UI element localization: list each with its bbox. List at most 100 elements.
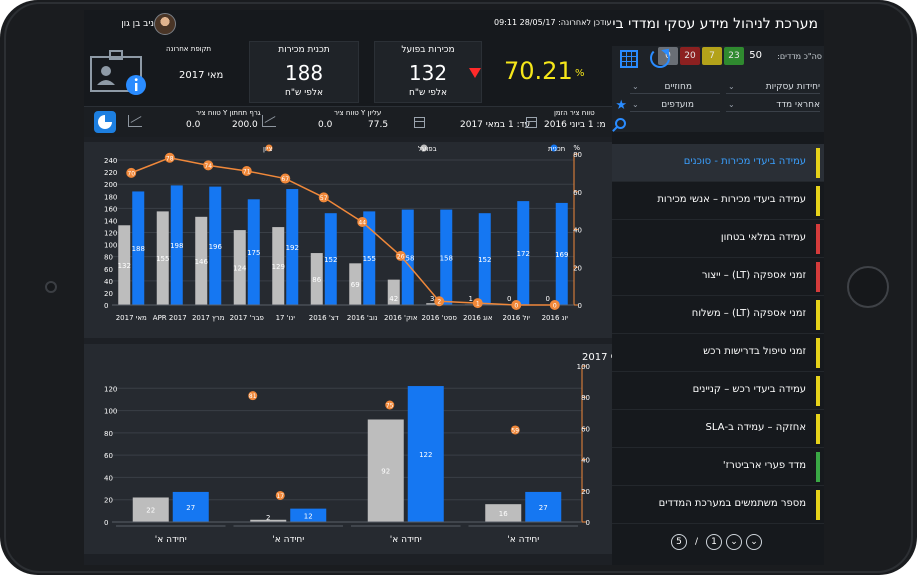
favorites-dropdown[interactable]: מועדפים ⌄ [630, 98, 720, 112]
page-total[interactable]: 5 [670, 534, 687, 550]
score-value-label: 81 [249, 393, 257, 400]
plan-value-label: 122 [419, 451, 432, 459]
time-range-to[interactable]: עד: 1 במאי 2017 [460, 120, 531, 130]
chevron-down-icon[interactable]: ⌄ [726, 534, 742, 550]
status-stripe [816, 338, 820, 368]
actual-value-label: 2 [266, 514, 270, 522]
legend-label: תכנית [548, 145, 565, 153]
menu-item[interactable]: זמני טיפול בדרישות רכש [612, 334, 824, 372]
y-tick-label: 0 [104, 519, 108, 527]
indicators-total-label: סה"כ מדדים: [777, 52, 822, 61]
actual-value-label: 0 [546, 295, 550, 303]
status-badge[interactable]: 20 [680, 47, 700, 65]
time-range-from[interactable]: מ: 1 ביוני 2016 [544, 120, 606, 130]
y-tick-label: 160 [104, 205, 117, 213]
menu-item[interactable]: מספר משתמשים במערכת המדדים [612, 486, 824, 524]
line-chart-icon[interactable] [128, 115, 142, 127]
status-badge[interactable]: 7 [702, 47, 722, 65]
score-value-label: 71 [243, 168, 251, 175]
x-tick-label: יחידה א' [390, 535, 422, 545]
y-upper-max[interactable]: 77.5 [368, 120, 389, 130]
status-badge[interactable]: 23 [724, 47, 744, 65]
actual-value-label: 16 [499, 510, 508, 518]
plan-bar [209, 186, 222, 305]
menu-item[interactable]: עמידה ביעדי מכירות – אנשי מכירות [612, 182, 824, 220]
user-name: ניב בן גון [121, 19, 154, 29]
score-value-label: 78 [166, 155, 174, 162]
responsible-dropdown[interactable]: אחראי מדד ⌄ [726, 98, 820, 112]
app-title: מערכת לניהול מידע עסקי ומדדי ביצוע [591, 16, 818, 32]
menu-item-label: עמידה ביעדי מכירות – אנשי מכירות [657, 194, 806, 205]
indicators-menu: עמידה ביעדי מכירות - סוכנים עמידה ביעדי מ… [612, 144, 824, 524]
menu-item[interactable]: עמידה במלאי בטחון [612, 220, 824, 258]
y-tick-label: 120 [104, 385, 117, 393]
y-tick-label: 80 [104, 430, 113, 438]
line-chart-icon[interactable] [262, 115, 276, 127]
legend-label: בפועל [418, 145, 437, 153]
refresh-icon[interactable] [650, 48, 670, 68]
status-stripe [816, 300, 820, 330]
calendar-icon[interactable] [414, 117, 425, 128]
menu-item[interactable]: אחזקה – עמידה ב-SLA [612, 410, 824, 448]
actual-value-label: 22 [146, 507, 155, 515]
score-point [357, 216, 368, 227]
menu-item[interactable]: עמידה ביעדי מכירות - סוכנים [612, 144, 824, 182]
status-stripe [816, 224, 820, 254]
score-value-label: 75 [386, 403, 394, 410]
last-updated: עודכן לאחרונה: 28/05/17 09:11 [494, 18, 612, 27]
double-chevron-down-icon[interactable]: ⌄ [746, 534, 762, 550]
pie-chart-icon[interactable] [94, 111, 116, 133]
x-tick-label: פבר' 2017 [230, 314, 264, 322]
x-tick-label: מרץ 2017 [192, 314, 225, 322]
chevron-down-icon: ⌄ [632, 82, 639, 91]
favorites-star-icon[interactable]: ★ [615, 98, 627, 113]
score-tick-label: 0 [586, 519, 590, 527]
home-button[interactable] [847, 266, 889, 308]
menu-item-label: עמידה במלאי בטחון [720, 232, 806, 243]
actual-value-label: 42 [389, 295, 398, 303]
grid-view-icon[interactable] [620, 50, 638, 68]
plan-bar [247, 199, 260, 305]
x-tick-label: ינו' 17 [276, 314, 296, 322]
actual-value-label: 92 [381, 468, 390, 476]
score-value-label: 26 [397, 253, 405, 260]
actual-value-label: 129 [272, 263, 285, 271]
search-icon[interactable] [615, 118, 626, 129]
x-tick-label: ספט' 2016 [422, 314, 458, 322]
plan-value-label: 188 [132, 245, 145, 253]
score-point [510, 425, 520, 435]
responsible-label: אחראי מדד [776, 100, 820, 110]
y-lower-min[interactable]: 0.0 [186, 120, 201, 130]
page-current[interactable]: 1 [706, 534, 722, 550]
plan-bar [517, 201, 530, 305]
plan-value-label: 196 [209, 243, 223, 251]
y-tick-label: 40 [104, 474, 113, 482]
menu-item[interactable]: זמני אספקה (LT) – משלוח [612, 296, 824, 334]
business-units-dropdown[interactable]: יחידות עסקיות ⌄ [726, 80, 820, 94]
menu-item[interactable]: זמני אספקה (LT) – ייצור [612, 258, 824, 296]
y-upper-min[interactable]: 0.0 [318, 120, 333, 130]
calendar-icon[interactable] [526, 117, 537, 128]
y-lower-max[interactable]: 200.0 [232, 120, 258, 130]
y-lower-range-label: טווח ציר Y גרף תחתון [196, 109, 261, 117]
score-value-label: 57 [320, 195, 328, 202]
plan-value-label: 172 [517, 250, 530, 258]
menu-item[interactable]: עמידה ביעדי רכש – קניינים [612, 372, 824, 410]
chevron-down-icon: ⌄ [632, 100, 639, 109]
score-tick-label: 100 [577, 363, 590, 371]
y-tick-label: 100 [104, 408, 117, 416]
score-value-label: 70 [127, 170, 135, 177]
status-stripe [816, 262, 820, 292]
goals-dropdown[interactable]: מחוזיים ⌄ [630, 80, 720, 94]
score-tick-label: 40 [573, 227, 582, 235]
avatar[interactable] [154, 13, 176, 35]
actual-value-label: 124 [233, 265, 247, 273]
menu-item[interactable]: מדד פערי ארביטרז' [612, 448, 824, 486]
actual-value-label: 1 [469, 295, 473, 303]
chevron-down-icon: ⌄ [728, 82, 735, 91]
score-tick-label: 60 [573, 189, 582, 197]
plan-bar [172, 491, 209, 522]
y-tick-label: 40 [104, 278, 113, 286]
x-tick-label: אוק' 2016 [384, 314, 418, 322]
status-stripe [816, 490, 820, 520]
